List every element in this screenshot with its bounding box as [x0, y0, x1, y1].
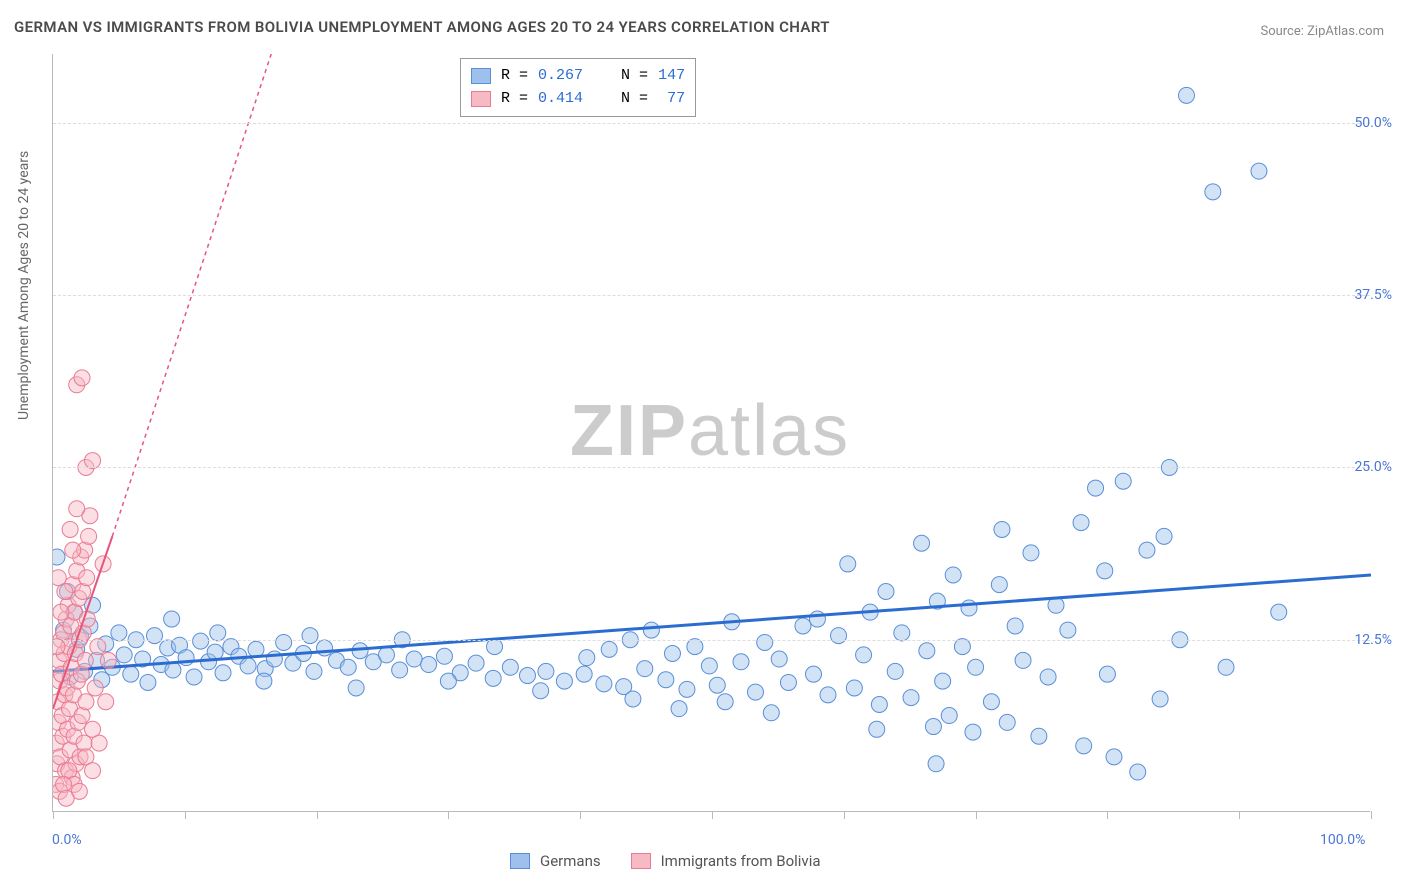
- correlation-legend: R = 0.267 N = 147 R = 0.414 N = 77: [460, 58, 696, 117]
- swatch-germans: [471, 68, 491, 84]
- legend-row-germans: R = 0.267 N = 147: [471, 65, 685, 88]
- chart-plot-area: [52, 54, 1370, 812]
- legend-r-value-2: 0.414: [538, 88, 583, 111]
- legend-row-bolivia: R = 0.414 N = 77: [471, 88, 685, 111]
- swatch-germans: [510, 853, 530, 869]
- legend-label-bolivia: Immigrants from Bolivia: [661, 852, 821, 870]
- y-axis-label: Unemployment Among Ages 20 to 24 years: [16, 151, 32, 420]
- swatch-bolivia: [471, 91, 491, 107]
- legend-r-value-1: 0.267: [538, 65, 583, 88]
- x-tick-label: 0.0%: [52, 832, 82, 848]
- legend-r-label: R =: [501, 65, 528, 88]
- legend-n-value-2: 77: [658, 88, 685, 111]
- swatch-bolivia: [631, 853, 651, 869]
- chart-title: GERMAN VS IMMIGRANTS FROM BOLIVIA UNEMPL…: [14, 18, 830, 36]
- legend-item-germans: Germans: [510, 852, 601, 870]
- scatter-svg: [53, 54, 1371, 812]
- y-tick-label: 12.5%: [1354, 632, 1392, 648]
- legend-r-label: R =: [501, 88, 528, 111]
- legend-n-value-1: 147: [658, 65, 685, 88]
- y-tick-label: 50.0%: [1354, 115, 1392, 131]
- y-tick-label: 25.0%: [1354, 459, 1392, 475]
- x-tick-label: 100.0%: [1320, 832, 1365, 848]
- y-tick-label: 37.5%: [1354, 287, 1392, 303]
- legend-n-label: N =: [621, 88, 648, 111]
- series-legend: Germans Immigrants from Bolivia: [510, 852, 821, 870]
- legend-n-label: N =: [621, 65, 648, 88]
- legend-label-germans: Germans: [540, 852, 601, 870]
- source-label: Source: ZipAtlas.com: [1260, 24, 1384, 39]
- legend-item-bolivia: Immigrants from Bolivia: [631, 852, 821, 870]
